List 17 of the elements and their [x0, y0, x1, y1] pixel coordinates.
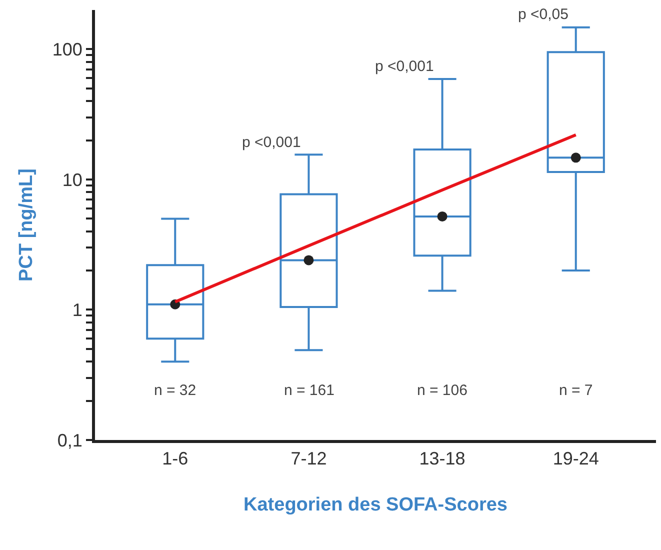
annotation: n = 161	[284, 382, 334, 399]
y-tick-label: 10	[62, 170, 82, 190]
annotation: p <0,05	[518, 6, 568, 23]
annotation: p <0,001	[375, 58, 434, 75]
y-tick-label: 0,1	[57, 430, 82, 450]
annotation: n = 106	[417, 382, 468, 399]
annotation: n = 32	[154, 382, 196, 399]
x-tick-label: 19-24	[552, 448, 599, 469]
annotation: p <0,001	[242, 134, 301, 151]
x-tick-label: 1-6	[162, 448, 188, 469]
y-tick-label: 100	[52, 40, 82, 60]
y-axis-title: PCT [ng/mL]	[16, 168, 38, 282]
x-axis-title: Kategorien des SOFA-Scores	[244, 494, 508, 516]
y-tick-label: 1	[72, 300, 82, 320]
annotation: n = 7	[559, 382, 593, 399]
x-tick-label: 13-18	[419, 448, 466, 469]
x-tick-label: 7-12	[290, 448, 327, 469]
